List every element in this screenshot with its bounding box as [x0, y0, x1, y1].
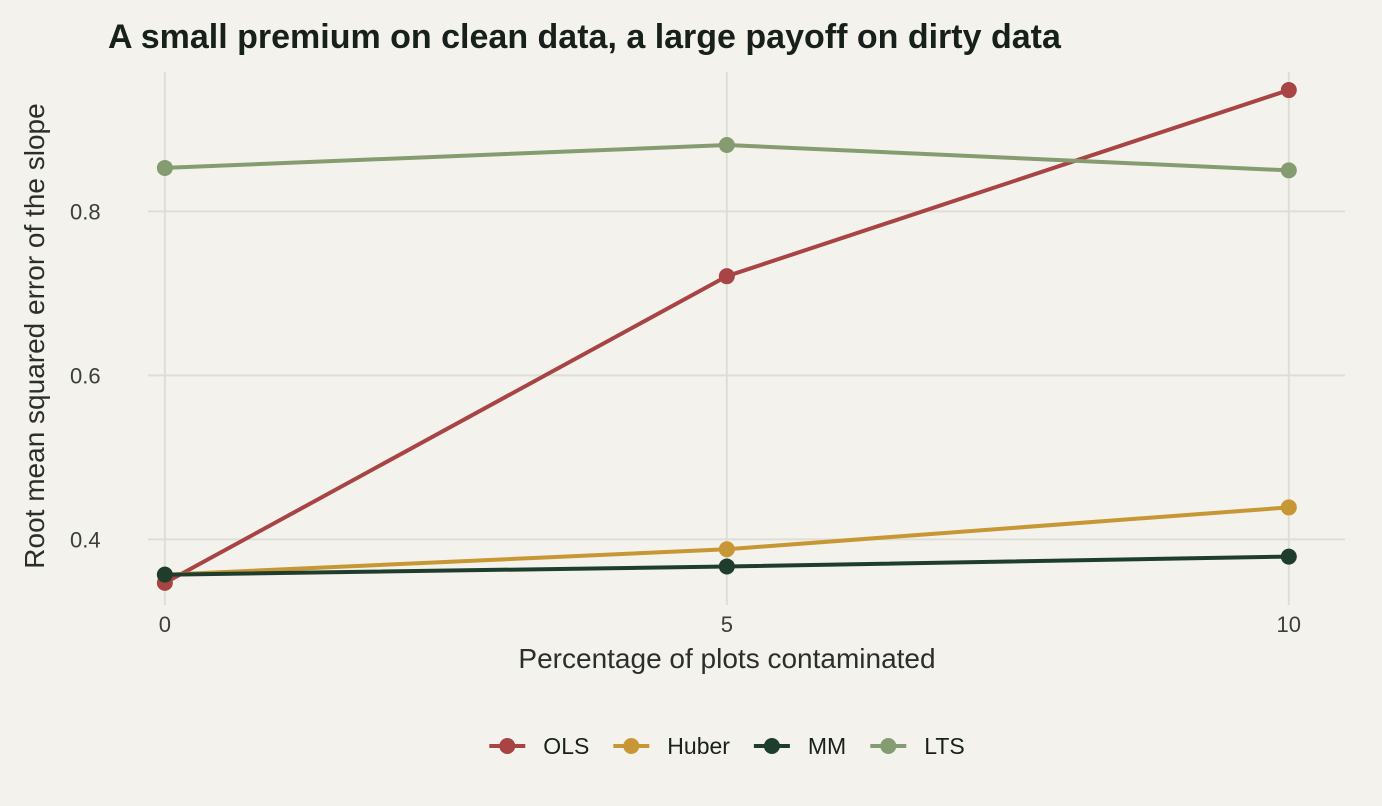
legend-label: OLS	[543, 733, 589, 759]
y-axis-label: Root mean squared error of the slope	[19, 103, 50, 568]
legend-swatch-dot	[763, 738, 780, 754]
legend-label: MM	[808, 733, 846, 759]
legend-swatch-dot	[499, 738, 516, 754]
data-point-ols	[1280, 82, 1297, 99]
chart-title: A small premium on clean data, a large p…	[108, 18, 1062, 56]
legend-item-ols: OLS	[489, 733, 589, 759]
data-point-lts	[718, 136, 735, 153]
data-point-lts	[1280, 162, 1297, 179]
legend-item-mm: MM	[753, 733, 846, 759]
y-tick-label: 0.4	[70, 527, 101, 552]
x-tick-label: 5	[721, 612, 733, 637]
data-point-huber	[1280, 499, 1297, 516]
data-point-mm	[1280, 548, 1297, 565]
y-tick-label: 0.8	[70, 199, 101, 224]
data-point-huber	[718, 541, 735, 558]
legend-swatch-dot	[880, 738, 897, 754]
legend-item-lts: LTS	[870, 733, 965, 759]
legend-item-huber: Huber	[613, 733, 730, 759]
series-group	[156, 82, 1297, 591]
legend-swatch-dot	[623, 738, 640, 754]
legend-label: Huber	[667, 733, 730, 759]
data-point-ols	[718, 268, 735, 285]
data-point-mm	[156, 566, 173, 583]
legend: OLS Huber MM LTS	[489, 733, 965, 759]
data-point-lts	[156, 159, 173, 176]
y-tick-label: 0.6	[70, 363, 101, 388]
x-axis-ticks: 0 5 10	[159, 612, 1301, 637]
legend-label: LTS	[924, 733, 964, 759]
x-tick-label: 0	[159, 612, 171, 637]
y-axis-ticks: 0.4 0.6 0.8	[70, 199, 101, 552]
grid-lines	[148, 72, 1345, 605]
x-tick-label: 10	[1277, 612, 1301, 637]
data-point-mm	[718, 558, 735, 575]
x-axis-label: Percentage of plots contaminated	[518, 643, 935, 674]
